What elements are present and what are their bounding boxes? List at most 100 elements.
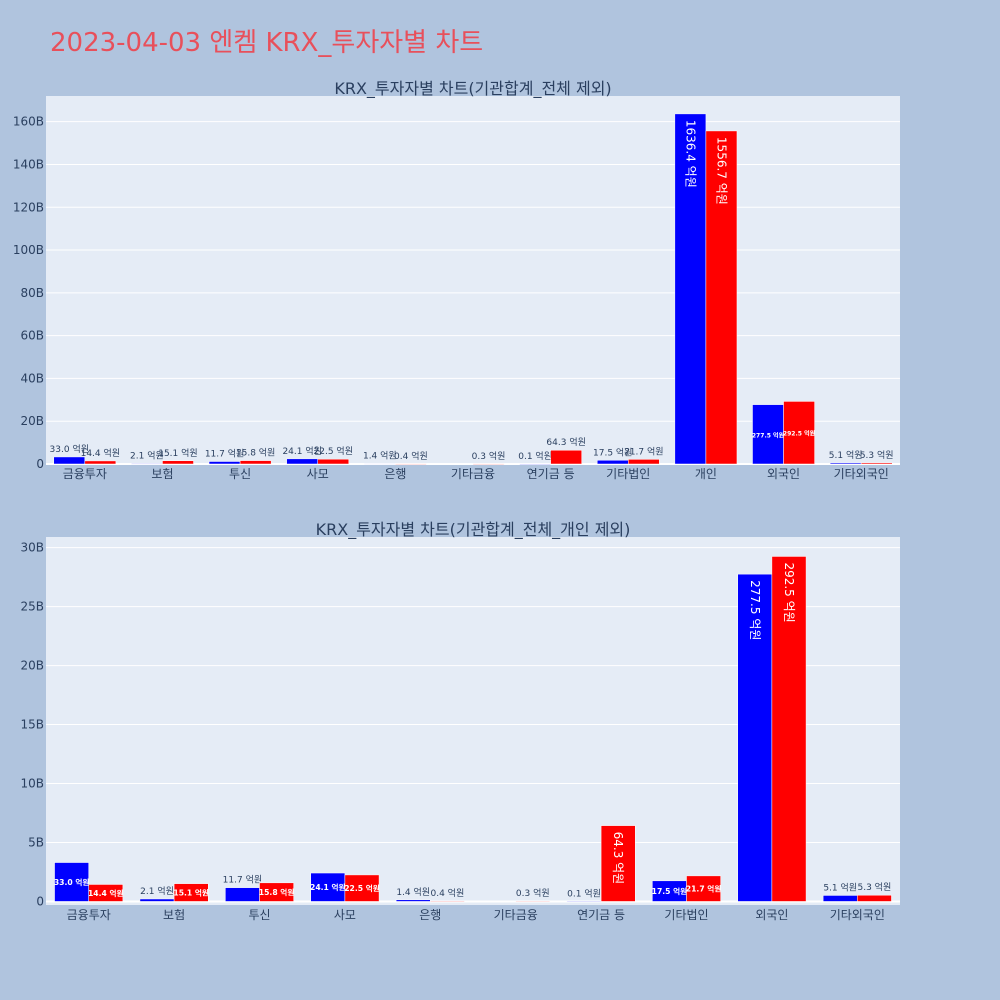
data-label: 33.0 억원 <box>54 877 90 887</box>
bar <box>430 900 465 902</box>
bar <box>162 460 194 465</box>
data-label: 1636.4 억원 <box>683 120 697 188</box>
x-tick-label: 사모 <box>334 908 356 922</box>
bar <box>771 556 807 902</box>
data-label: 17.5 억원 <box>652 886 688 896</box>
bar <box>628 459 660 465</box>
data-label: 15.1 억원 <box>173 888 209 898</box>
bar <box>395 899 431 902</box>
data-label: 5.3 억원 <box>860 449 894 461</box>
y-tick-label: 120B <box>13 200 44 214</box>
data-label: 64.3 억원 <box>546 436 585 448</box>
bar <box>53 456 86 465</box>
data-label: 1.4 억원 <box>363 450 397 462</box>
bar <box>54 862 89 902</box>
data-label: 11.7 억원 <box>223 874 262 886</box>
x-tick-label: 기타법인 <box>606 467 650 481</box>
bar <box>566 901 602 903</box>
y-tick-label: 160B <box>13 115 44 129</box>
x-tick-label: 기타외국인 <box>834 467 889 481</box>
bar <box>395 463 427 465</box>
x-tick-label: 기타금융 <box>494 908 538 922</box>
bar <box>208 461 241 465</box>
data-label: 24.1 억원 <box>282 445 321 457</box>
data-label: 0.3 억원 <box>516 887 550 899</box>
bar <box>173 883 209 902</box>
chart-1: 0 20B 40B 60B 80B 100B 120B 140B 160B KRX_투자자별 차트… <box>13 79 900 481</box>
bar <box>364 463 396 465</box>
y-tick-label: 30B <box>20 541 44 555</box>
x-tick-label: 연기금 등 <box>577 908 625 922</box>
x-tick-label: 은행 <box>384 466 406 481</box>
data-label: 24.1 억원 <box>310 882 346 892</box>
bar <box>139 898 175 902</box>
y-tick-label: 10B <box>20 777 44 791</box>
bar <box>519 463 551 465</box>
bar <box>286 458 318 465</box>
page-title: 2023-04-03 엔켐 KRX_투자자별 차트 <box>50 28 484 58</box>
x-tick-label: 외국인 <box>755 908 788 922</box>
y-tick-label: 25B <box>20 600 44 614</box>
data-label: 0.4 억원 <box>394 450 428 462</box>
bar <box>88 884 124 902</box>
data-label: 5.1 억원 <box>823 881 857 893</box>
data-label: 5.3 억원 <box>858 881 892 893</box>
y-tick-label: 140B <box>13 157 44 171</box>
y-tick-label: 80B <box>20 286 44 300</box>
data-label: 21.7 억원 <box>624 445 663 457</box>
data-label: 2.1 억원 <box>140 885 174 897</box>
x-tick-label: 금융투자 <box>67 908 111 922</box>
data-label: 277.5 억원 <box>748 580 762 640</box>
data-label: 0.1 억원 <box>567 887 601 899</box>
data-label: 17.5 억원 <box>593 446 632 458</box>
data-label: 1556.7 억원 <box>714 137 728 205</box>
bar <box>259 882 294 902</box>
y-tick-label: 40B <box>20 371 44 385</box>
bar <box>860 462 893 465</box>
x-tick-label: 기타법인 <box>664 908 708 922</box>
y-tick-label: 5B <box>28 835 44 849</box>
bar <box>515 900 551 902</box>
data-label: 1.4 억원 <box>396 886 430 898</box>
x-tick-label: 은행 <box>419 907 441 922</box>
bar <box>737 573 773 902</box>
data-label: 22.5 억원 <box>314 445 353 457</box>
data-label: 5.1 억원 <box>829 449 863 461</box>
bar <box>822 895 858 902</box>
bar <box>705 130 738 465</box>
y-tick-label: 0 <box>36 457 44 471</box>
data-label: 14.4 억원 <box>81 447 120 459</box>
x-tick-label: 기타외국인 <box>830 908 885 922</box>
x-tick-label: 외국인 <box>767 467 800 481</box>
bar <box>239 460 272 465</box>
chart-title: KRX_투자자별 차트(기관합계_전체_개인 제외) <box>316 520 631 540</box>
bar <box>310 872 346 902</box>
data-label: 2.1 억원 <box>130 450 164 462</box>
bar <box>131 463 163 465</box>
x-tick-label: 보험 <box>151 467 173 481</box>
bar <box>472 463 505 465</box>
data-label: 11.7 억원 <box>205 447 244 459</box>
data-label: 292.5 억원 <box>783 430 816 438</box>
data-label: 15.8 억원 <box>236 447 275 459</box>
x-tick-label: 사모 <box>307 467 329 481</box>
x-tick-label: 투신 <box>229 467 251 481</box>
bar <box>857 894 892 902</box>
y-tick-label: 20B <box>20 414 44 428</box>
data-label: 0.4 억원 <box>431 887 465 899</box>
data-label: 0.3 억원 <box>472 450 506 462</box>
bar <box>596 460 629 465</box>
bar <box>829 462 862 465</box>
y-tick-label: 20B <box>20 659 44 673</box>
data-label: 292.5 억원 <box>782 562 796 622</box>
bar <box>344 874 380 902</box>
x-tick-label: 연기금 등 <box>527 467 575 481</box>
data-label: 64.3 억원 <box>611 832 625 885</box>
data-label: 0.1 억원 <box>518 450 552 462</box>
data-label: 15.1 억원 <box>158 447 197 459</box>
bar <box>783 401 815 465</box>
y-tick-label: 60B <box>20 329 44 343</box>
bar <box>686 875 721 902</box>
chart-title: KRX_투자자별 차트(기관합계_전체 제외) <box>334 79 611 99</box>
